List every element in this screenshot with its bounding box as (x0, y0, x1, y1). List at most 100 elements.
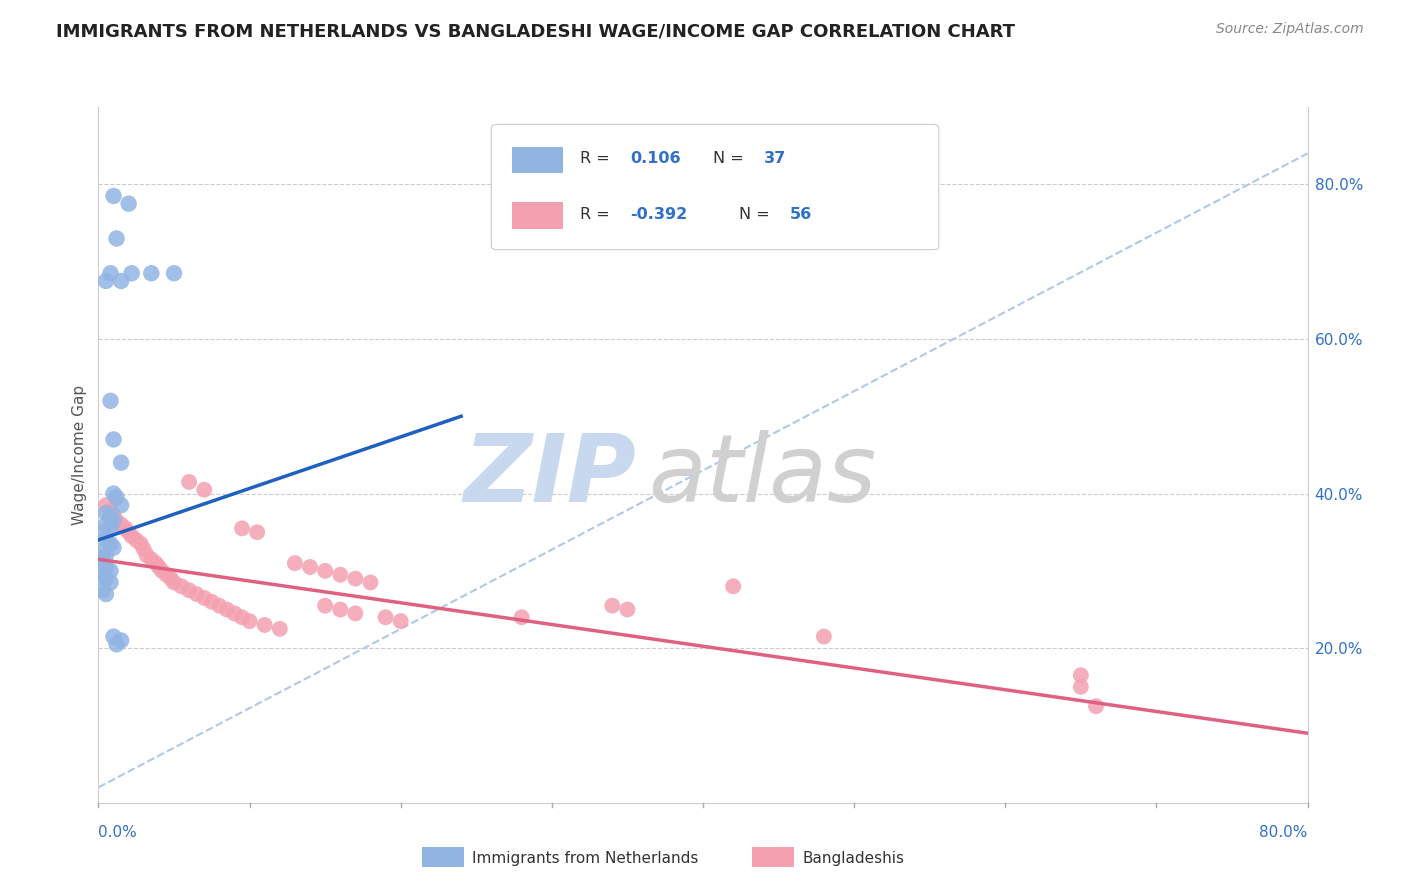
Text: 56: 56 (790, 207, 813, 222)
Point (100, 503, 122, 517)
Point (105, 491, 128, 505)
Point (299, 560, 322, 574)
Point (193, 591, 215, 605)
Text: atlas: atlas (648, 430, 877, 521)
Point (91, 552, 114, 566)
Text: 0.0%: 0.0% (98, 825, 138, 840)
Point (231, 610, 253, 624)
Point (186, 587, 208, 601)
Point (100, 564, 122, 578)
Text: Source: ZipAtlas.com: Source: ZipAtlas.com (1216, 22, 1364, 37)
Point (193, 483, 215, 497)
Point (103, 433, 125, 447)
Point (100, 266, 122, 280)
Point (813, 630, 835, 644)
Point (110, 456, 132, 470)
Point (284, 556, 307, 570)
Bar (512, 202, 562, 229)
Point (94, 274, 117, 288)
Point (121, 266, 143, 280)
Point (208, 599, 231, 613)
Point (163, 575, 186, 590)
Point (602, 599, 624, 613)
Point (103, 514, 125, 528)
Point (148, 560, 170, 574)
Point (105, 231, 128, 245)
Point (94, 498, 117, 512)
Point (231, 521, 253, 535)
Text: ZIP: ZIP (464, 430, 637, 522)
Text: N =: N = (713, 151, 748, 166)
FancyBboxPatch shape (492, 124, 939, 250)
Point (155, 567, 177, 582)
Point (94, 560, 117, 574)
Point (201, 595, 224, 609)
Point (141, 266, 163, 280)
Point (103, 630, 125, 644)
Point (329, 567, 352, 582)
Point (616, 602, 638, 616)
Point (118, 196, 141, 211)
Text: IMMIGRANTS FROM NETHERLANDS VS BANGLADESHI WAGE/INCOME GAP CORRELATION CHART: IMMIGRANTS FROM NETHERLANDS VS BANGLADES… (56, 22, 1015, 40)
Text: 37: 37 (763, 151, 786, 166)
Point (103, 486, 125, 500)
Point (94, 549, 117, 563)
Text: 80.0%: 80.0% (1260, 825, 1308, 840)
Point (314, 564, 336, 578)
Point (314, 599, 336, 613)
Point (1070, 668, 1092, 682)
Point (170, 579, 193, 593)
Point (344, 607, 367, 621)
Text: R =: R = (579, 207, 614, 222)
Point (91, 525, 114, 540)
Point (91, 544, 114, 558)
Point (100, 517, 122, 532)
Bar (512, 146, 562, 173)
Point (163, 266, 186, 280)
Point (91, 583, 114, 598)
Text: Bangladeshis: Bangladeshis (803, 851, 905, 865)
Point (100, 521, 122, 535)
Point (121, 529, 143, 543)
Point (100, 509, 122, 524)
Point (374, 610, 396, 624)
Point (135, 549, 157, 563)
Point (110, 517, 132, 532)
Point (91, 567, 114, 582)
Point (360, 575, 382, 590)
Point (344, 572, 367, 586)
Point (329, 602, 352, 616)
Point (389, 614, 412, 628)
Point (141, 552, 163, 566)
Point (1070, 680, 1092, 694)
Point (94, 572, 117, 586)
Text: N =: N = (740, 207, 775, 222)
Point (132, 542, 155, 557)
Point (114, 521, 136, 535)
Point (100, 537, 122, 551)
Point (246, 525, 269, 540)
Point (145, 556, 167, 570)
Point (723, 579, 745, 593)
Point (125, 533, 148, 547)
Point (110, 633, 132, 648)
Text: -0.392: -0.392 (630, 207, 688, 222)
Point (510, 610, 533, 624)
Point (105, 514, 128, 528)
Point (239, 614, 262, 628)
Text: Immigrants from Netherlands: Immigrants from Netherlands (472, 851, 699, 865)
Point (253, 618, 276, 632)
Point (103, 508, 125, 523)
Point (100, 575, 122, 590)
Point (94, 587, 117, 601)
Point (269, 622, 291, 636)
Point (110, 274, 132, 288)
Point (224, 607, 246, 621)
Point (160, 572, 183, 586)
Point (110, 498, 132, 512)
Point (94, 517, 117, 532)
Text: 0.106: 0.106 (630, 151, 681, 166)
Point (118, 525, 141, 540)
Point (179, 583, 201, 598)
Point (94, 533, 117, 547)
